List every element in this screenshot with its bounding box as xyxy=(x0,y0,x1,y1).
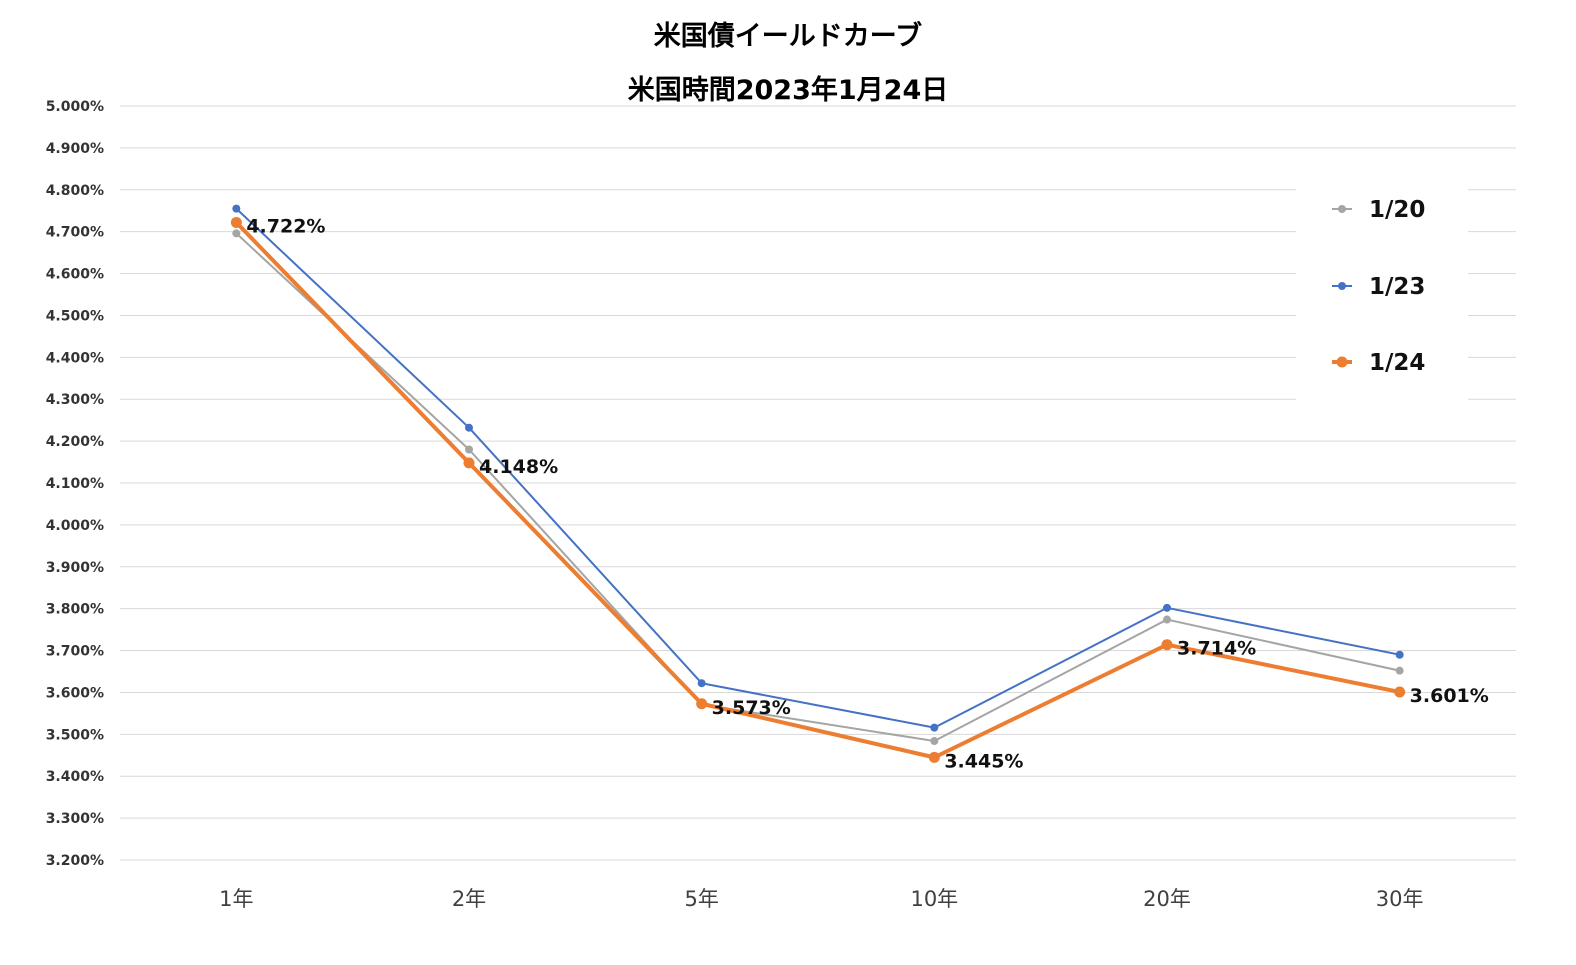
grid-lines xyxy=(120,105,1516,861)
x-tick-label: 10年 xyxy=(910,887,958,911)
y-tick-label: 4.700% xyxy=(46,225,104,241)
data-point xyxy=(1161,639,1173,651)
data-label: 3.714% xyxy=(1177,638,1256,660)
data-point xyxy=(465,445,473,454)
series-line xyxy=(235,232,1400,743)
chart-subtitle: 米国時間2023年1月24日 xyxy=(628,74,949,106)
series-1-24 xyxy=(230,216,1406,763)
y-tick-label: 3.900% xyxy=(46,560,104,576)
data-point xyxy=(1395,650,1404,659)
data-label: 3.445% xyxy=(944,750,1023,772)
y-tick-label: 4.100% xyxy=(46,476,104,492)
y-axis-tick-labels: 5.000% 4.900% 4.800% 4.700% 4.600% 4.500% 4.40… xyxy=(46,99,104,869)
x-tick-label: 20年 xyxy=(1143,887,1191,911)
series-line xyxy=(234,221,1401,760)
data-point xyxy=(230,216,242,228)
data-point xyxy=(232,204,241,213)
data-point xyxy=(465,423,473,432)
legend-swatch-marker xyxy=(1338,205,1346,213)
y-tick-label: 3.700% xyxy=(46,644,104,660)
data-point xyxy=(1395,666,1404,675)
series-lines xyxy=(230,204,1406,763)
y-tick-label: 3.600% xyxy=(46,685,104,701)
data-point xyxy=(1394,686,1406,698)
legend-label: 1/23 xyxy=(1369,274,1425,300)
legend-item: 1/23 xyxy=(1332,274,1425,300)
legend-swatch-marker xyxy=(1338,282,1346,290)
chart-title: 米国債イールドカーブ xyxy=(654,20,922,52)
y-tick-label: 3.500% xyxy=(46,727,104,743)
y-tick-label: 4.400% xyxy=(46,350,104,366)
y-tick-label: 4.800% xyxy=(46,183,104,199)
data-point xyxy=(697,679,706,688)
data-point xyxy=(930,723,939,732)
data-point xyxy=(696,698,708,710)
data-point xyxy=(930,737,939,746)
x-axis-tick-labels: 1年 2年 5年 10年 20年 30年 xyxy=(219,887,1423,911)
data-label: 3.601% xyxy=(1410,685,1489,707)
y-tick-label: 4.600% xyxy=(46,267,104,283)
y-tick-label: 4.200% xyxy=(46,434,104,450)
data-label: 4.722% xyxy=(246,215,325,237)
legend-label: 1/24 xyxy=(1369,350,1425,376)
x-tick-label: 30年 xyxy=(1376,887,1424,911)
y-tick-label: 4.000% xyxy=(46,518,104,534)
data-labels: 4.722% 4.148% 3.573% 3.445% 3.714% 3.601% xyxy=(246,215,1488,772)
legend: 1/20 1/23 1/24 xyxy=(1296,175,1468,403)
data-point xyxy=(1163,615,1171,624)
data-point xyxy=(232,229,241,238)
legend-item: 1/24 xyxy=(1332,350,1425,376)
series-line xyxy=(235,207,1400,729)
x-tick-label: 1年 xyxy=(219,887,253,911)
y-tick-label: 5.000% xyxy=(46,99,104,115)
data-point xyxy=(463,457,475,469)
y-tick-label: 3.300% xyxy=(46,811,104,827)
x-tick-label: 2年 xyxy=(452,887,486,911)
data-point xyxy=(1163,603,1171,612)
y-tick-label: 4.300% xyxy=(46,392,104,408)
data-label: 3.573% xyxy=(712,697,791,719)
legend-label: 1/20 xyxy=(1369,197,1425,223)
series-1-23 xyxy=(232,204,1404,732)
y-tick-label: 3.200% xyxy=(46,853,104,869)
data-label: 4.148% xyxy=(479,456,558,478)
y-tick-label: 3.400% xyxy=(46,769,104,785)
y-tick-label: 4.500% xyxy=(46,308,104,324)
y-tick-label: 3.800% xyxy=(46,602,104,618)
legend-background xyxy=(1296,175,1468,403)
legend-swatch-marker xyxy=(1336,356,1348,368)
legend-item: 1/20 xyxy=(1332,197,1425,223)
y-tick-label: 4.900% xyxy=(46,141,104,157)
x-tick-label: 5年 xyxy=(684,887,718,911)
data-point xyxy=(928,751,940,763)
